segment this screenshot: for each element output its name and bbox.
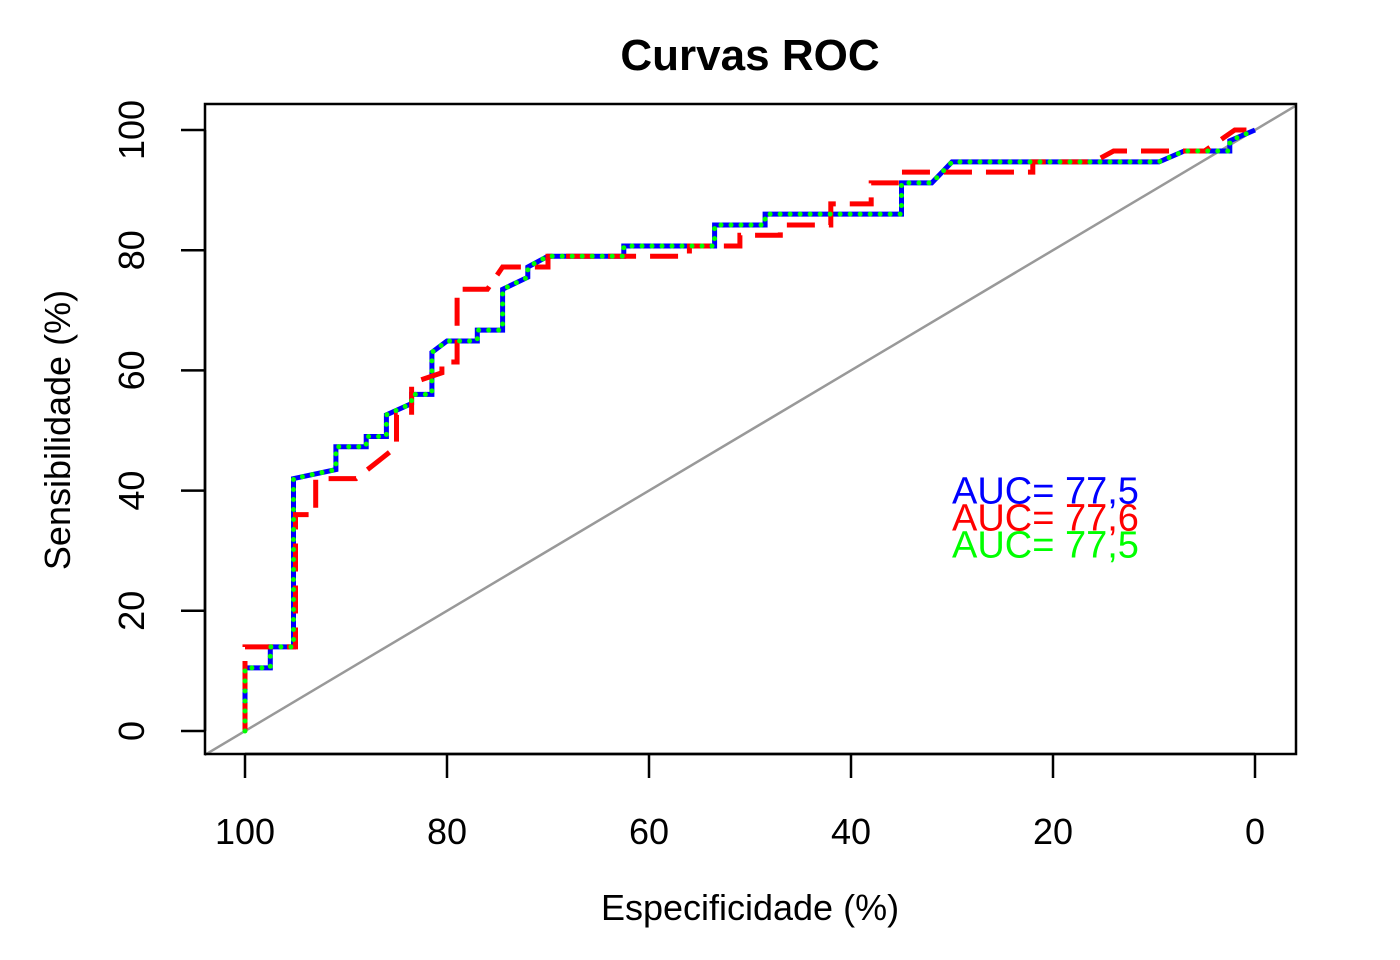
- y-tick-label: 40: [111, 471, 152, 511]
- chart-title: Curvas ROC: [620, 31, 879, 80]
- roc-series-line-3: [242, 127, 1258, 734]
- auc-annotation-2: AUC= 77,6: [952, 498, 1139, 540]
- x-tick-label: 100: [215, 811, 275, 852]
- x-tick-label: 80: [427, 811, 467, 852]
- reference-diagonal-line: [203, 104, 1297, 757]
- y-tick-label: 100: [111, 100, 152, 160]
- x-axis-label: Especificidade (%): [601, 887, 899, 928]
- auc-annotation-3: AUC= 77,5: [952, 525, 1139, 567]
- y-tick-label: 20: [111, 591, 152, 631]
- y-tick-label: 60: [111, 350, 152, 390]
- x-tick-label: 60: [629, 811, 669, 852]
- auc-annotation-1: AUC= 77,5: [952, 471, 1139, 513]
- y-tick-label: 80: [111, 230, 152, 270]
- y-axis: 0 20 40 60 80 100: [111, 100, 207, 741]
- x-axis: 100 80 60 40 20 0: [215, 752, 1265, 852]
- y-tick-label: 0: [111, 721, 152, 741]
- x-tick-label: 40: [831, 811, 871, 852]
- x-tick-label: 20: [1033, 811, 1073, 852]
- x-tick-label: 0: [1245, 811, 1265, 852]
- roc-series-line-2: [242, 127, 1255, 731]
- y-axis-label: Sensibilidade (%): [37, 290, 78, 570]
